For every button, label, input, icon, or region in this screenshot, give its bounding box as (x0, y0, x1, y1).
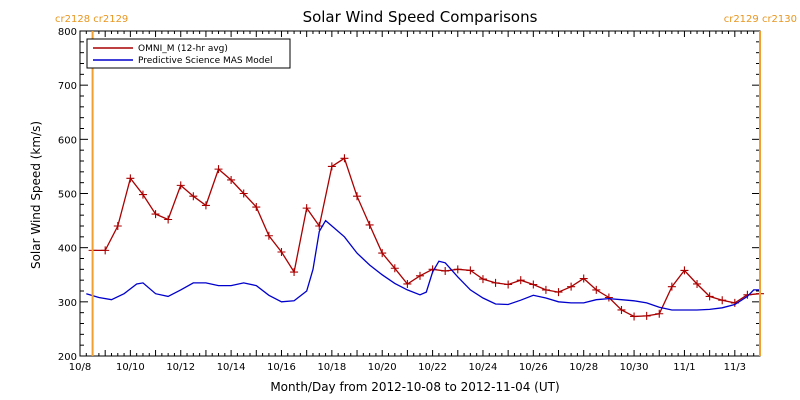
x-tick-label: 10/16 (267, 362, 296, 373)
x-tick-label: 10/20 (368, 362, 397, 373)
carrington-markers: cr2128 cr2129 cr2129 cr2130 (55, 14, 797, 356)
data-point (252, 203, 261, 212)
data-point (478, 275, 487, 284)
data-point (290, 268, 299, 277)
data-point (655, 309, 664, 318)
data-point (441, 266, 450, 275)
data-point (353, 192, 362, 201)
data-point (340, 154, 349, 163)
x-tick-label: 11/3 (724, 362, 746, 373)
x-tick-label: 10/26 (519, 362, 548, 373)
data-point (239, 189, 248, 198)
carrington-label: cr2129 cr2130 (724, 14, 797, 25)
data-point (302, 204, 311, 213)
data-point (541, 285, 550, 294)
x-tick-label: 10/28 (569, 362, 598, 373)
data-point (416, 271, 424, 280)
data-point (176, 181, 185, 190)
data-point (642, 311, 651, 320)
data-point (113, 222, 122, 230)
legend: OMNI_M (12-hr avg) Predictive Science MA… (86, 38, 291, 69)
chart-title: Solar Wind Speed Comparisons (303, 8, 538, 26)
x-tick-label: 10/22 (418, 362, 447, 373)
axes-layer: 200 300 400 500 600 700 800 10/8 10/10 10/12 10/14… (58, 27, 761, 373)
data-point (390, 264, 399, 273)
legend-label-omni: OMNI_M (12-hr avg) (138, 44, 228, 54)
data-point (466, 266, 475, 275)
data-point (126, 174, 135, 183)
data-point (567, 282, 576, 291)
y-tick-label: 600 (58, 135, 77, 146)
x-tick-label: 10/8 (69, 362, 91, 373)
legend-label-mas: Predictive Science MAS Model (138, 56, 273, 66)
data-point (491, 278, 500, 287)
y-tick-label: 700 (58, 81, 77, 92)
data-point (138, 190, 147, 199)
data-point (592, 285, 601, 294)
series-line-1 (86, 219, 760, 311)
data-point (667, 282, 676, 291)
data-point (214, 165, 223, 174)
data-point (693, 279, 702, 288)
data-point (327, 162, 336, 171)
data-point (264, 231, 273, 240)
data-point (453, 265, 462, 274)
data-point (617, 305, 626, 314)
data-point (164, 215, 173, 224)
y-tick-label: 300 (58, 298, 77, 309)
data-point (189, 192, 198, 201)
data-point (378, 249, 387, 258)
y-axis-title: Solar Wind Speed (km/s) (29, 121, 43, 269)
data-point (718, 296, 727, 305)
x-axis-title: Month/Day from 2012-10-08 to 2012-11-04 … (270, 380, 559, 394)
data-point (579, 274, 588, 283)
data-point (554, 288, 563, 297)
x-tick-label: 10/30 (620, 362, 649, 373)
data-point (529, 280, 538, 289)
y-tick-label: 200 (58, 352, 77, 363)
carrington-label: cr2128 cr2129 (55, 14, 128, 25)
x-tick-label: 10/24 (469, 362, 498, 373)
data-point (743, 290, 752, 299)
x-tick-label: 10/10 (116, 362, 145, 373)
series-layer (86, 154, 764, 321)
data-point (680, 266, 689, 275)
data-point (516, 276, 525, 285)
data-point (227, 175, 236, 184)
x-tick-label: 10/12 (166, 362, 195, 373)
data-point (604, 293, 613, 302)
data-point (101, 246, 110, 255)
data-point (403, 279, 412, 288)
y-tick-label: 800 (58, 27, 77, 38)
data-point (365, 220, 374, 229)
data-point (201, 201, 210, 210)
y-tick-label: 400 (58, 244, 77, 255)
x-tick-label: 10/18 (317, 362, 346, 373)
data-point (630, 312, 639, 321)
x-tick-label: 11/1 (673, 362, 695, 373)
legend-box (86, 38, 291, 69)
data-point (705, 292, 714, 301)
data-point (504, 280, 513, 289)
x-tick-label: 10/14 (217, 362, 246, 373)
y-tick-label: 500 (58, 190, 77, 201)
data-point (151, 210, 160, 219)
data-point (277, 248, 286, 256)
